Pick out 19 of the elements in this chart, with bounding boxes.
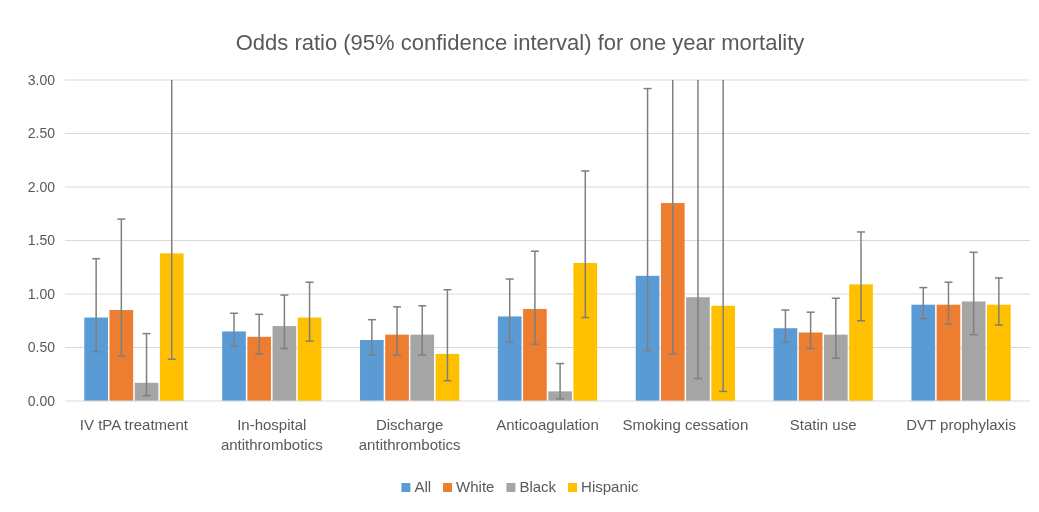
- x-tick-label: Anticoagulation: [496, 416, 599, 433]
- chart-title: Odds ratio (95% confidence interval) for one year mortality: [235, 30, 805, 55]
- y-tick-label: 3.00: [27, 71, 56, 88]
- legend-label: White: [456, 478, 495, 495]
- y-tick-label: 0.50: [27, 339, 56, 356]
- x-tick-label: Discharge antithrombotics: [358, 416, 461, 453]
- x-tick-label: Statin use: [789, 416, 857, 433]
- x-tick-label: IV tPA treatment: [79, 416, 189, 433]
- y-tick-label: 1.50: [27, 232, 56, 249]
- y-tick-label: 2.00: [27, 178, 56, 195]
- x-tick-label: In-hospital antithrombotics: [220, 416, 323, 453]
- y-tick-label: 0.00: [27, 392, 56, 409]
- legend-label: Black: [519, 478, 557, 495]
- x-tick-label: DVT prophylaxis: [906, 416, 1016, 433]
- x-tick-label: Smoking cessation: [622, 416, 749, 433]
- legend-label: All: [414, 478, 432, 495]
- legend-label: Hispanic: [581, 478, 640, 495]
- y-tick-label: 2.50: [27, 125, 56, 142]
- y-tick-label: 1.00: [27, 285, 56, 302]
